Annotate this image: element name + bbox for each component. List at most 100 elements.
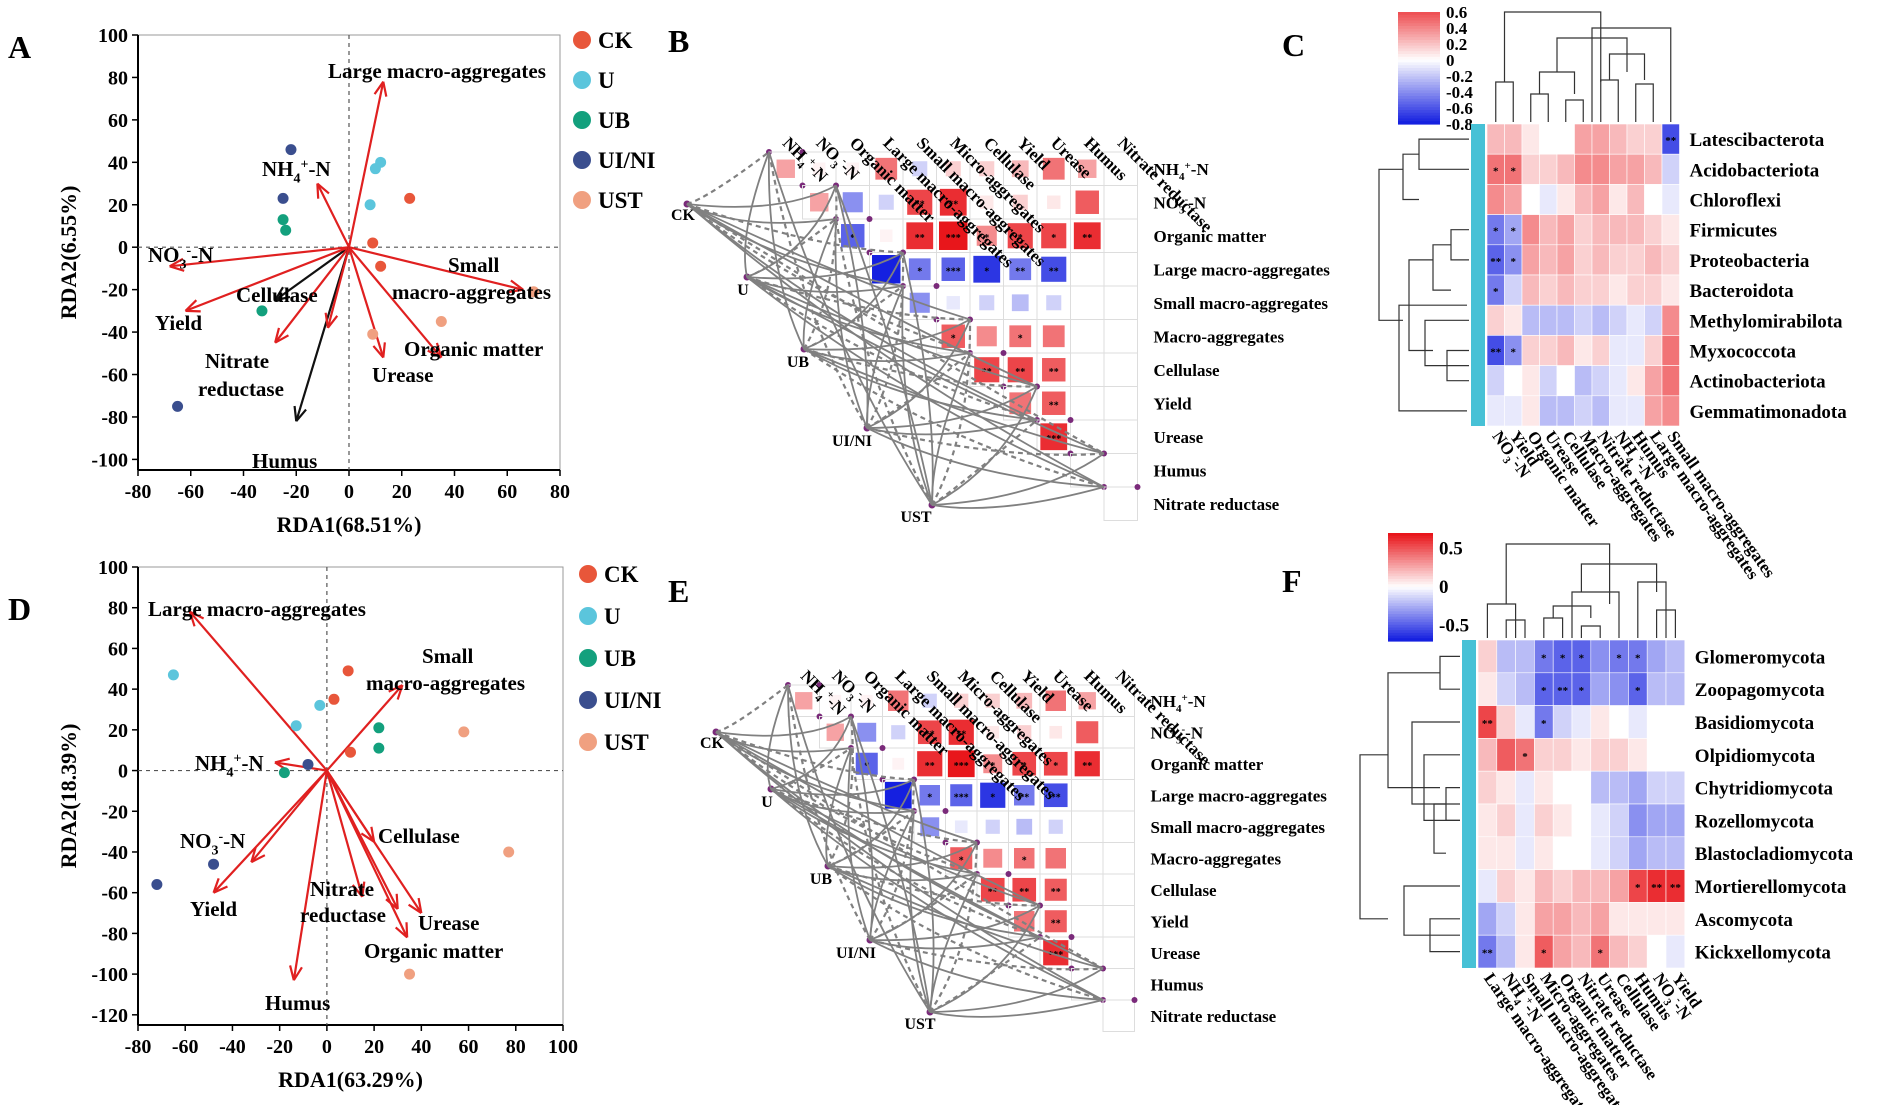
significance-mark: * xyxy=(1560,652,1566,664)
network-link xyxy=(850,716,931,1013)
network-link xyxy=(931,319,972,506)
arrowhead xyxy=(407,897,423,914)
row-label-glomeromycota: Glomeromycota xyxy=(1695,647,1826,668)
y-tick-label: 80 xyxy=(108,67,128,89)
grid-cell xyxy=(1103,352,1138,387)
colorbar-segment xyxy=(1388,630,1433,634)
panel-label-A: A xyxy=(8,29,31,65)
significance-mark: * xyxy=(1597,948,1603,960)
significance-mark: ** xyxy=(948,199,958,210)
vector-label-nitrate2: reductase xyxy=(300,903,386,927)
heatmap-cell xyxy=(1609,214,1628,246)
diag-node xyxy=(1005,871,1012,877)
point-ust xyxy=(503,846,515,858)
row-label: Humus xyxy=(1154,461,1207,480)
corr-square xyxy=(1042,358,1066,382)
network-link xyxy=(869,873,978,942)
arrowhead xyxy=(184,299,201,313)
colorbar-segment xyxy=(1388,562,1433,566)
heatmap-cell xyxy=(1646,639,1667,674)
heatmap-cell xyxy=(1646,902,1667,936)
colorbar-segment xyxy=(1398,73,1440,77)
legend-marker-ust xyxy=(579,733,597,751)
grid-cell xyxy=(1071,779,1104,812)
heatmap-cell xyxy=(1609,705,1629,739)
diag-node xyxy=(1131,997,1138,1003)
heatmap-cell xyxy=(1552,934,1573,969)
significance-mark: *** xyxy=(946,233,961,244)
corr-square xyxy=(979,295,995,311)
network-link xyxy=(866,352,971,429)
colorbar-segment xyxy=(1388,533,1433,537)
corr-square xyxy=(976,326,997,347)
y-axis-title: RDA2(18.39%) xyxy=(56,724,81,869)
significance-mark: * xyxy=(1579,685,1585,697)
column-dendrogram xyxy=(1635,83,1654,122)
network-link xyxy=(802,218,837,350)
heatmap-cell xyxy=(1552,770,1573,805)
heatmap-cell xyxy=(1504,274,1523,306)
grid-cell xyxy=(1103,419,1138,454)
column-dendrogram xyxy=(1580,625,1601,638)
corr-square xyxy=(922,693,937,708)
heatmap-cell xyxy=(1665,738,1686,772)
corr-square xyxy=(1017,725,1032,740)
network-link xyxy=(869,904,1041,942)
vector-unlabeled xyxy=(325,770,399,910)
heatmap-cell xyxy=(1626,123,1645,155)
significance-mark: * xyxy=(1018,333,1023,344)
vector-yield xyxy=(212,769,328,894)
grid-cell xyxy=(1103,386,1138,421)
colorbar-segment xyxy=(1388,638,1433,642)
row-label: NO3--N xyxy=(1151,723,1204,746)
corr-square xyxy=(1078,692,1096,710)
network-node-label: UB xyxy=(787,354,810,371)
corr-square xyxy=(939,221,968,250)
corr-square xyxy=(976,225,997,246)
colorbar-segment xyxy=(1398,56,1440,61)
grid-cell xyxy=(1103,185,1138,220)
heatmap-cell xyxy=(1496,803,1516,838)
network-link xyxy=(786,684,871,941)
y-axis-title: RDA2(6.55%) xyxy=(56,186,81,320)
heatmap-cell xyxy=(1646,738,1667,772)
network-link xyxy=(746,276,971,354)
network-link xyxy=(827,779,915,867)
heatmap-cell xyxy=(1628,705,1648,739)
colorbar-segment xyxy=(1388,619,1433,623)
row-label-methylomirabilota: Methylomirabilota xyxy=(1690,311,1844,332)
network-link xyxy=(803,185,838,350)
network-link xyxy=(715,731,978,876)
heatmap-cell xyxy=(1626,244,1645,276)
colorbar-segment xyxy=(1388,597,1433,602)
grid-cell xyxy=(1102,936,1135,969)
row-label-chytridiomycota: Chytridiomycota xyxy=(1695,779,1834,800)
corr-square xyxy=(892,757,905,770)
network-link xyxy=(869,938,1104,971)
significance-mark: ** xyxy=(915,199,925,210)
heatmap-cell xyxy=(1477,672,1498,706)
significance-mark: * xyxy=(1541,652,1547,664)
row-group-bar xyxy=(1471,124,1485,426)
heatmap-cell xyxy=(1661,304,1680,336)
significance-mark: * xyxy=(864,761,869,772)
network-link xyxy=(686,184,837,208)
significance-mark: * xyxy=(1493,286,1499,298)
heatmap-cell xyxy=(1552,869,1573,903)
heatmap-cell xyxy=(1539,123,1558,155)
colorbar-segment xyxy=(1398,54,1440,58)
heatmap-cell xyxy=(1571,770,1592,805)
heatmap-cell xyxy=(1665,803,1686,838)
network-link xyxy=(803,252,904,350)
x-axis-title: RDA1(63.29%) xyxy=(278,1067,423,1092)
row-label-myxococcota: Myxococcota xyxy=(1690,342,1797,363)
heatmap-cell xyxy=(1644,123,1663,155)
significance-mark: * xyxy=(1541,685,1547,697)
row-label-ascomycota: Ascomycota xyxy=(1695,910,1794,931)
colorbar-segment xyxy=(1398,84,1440,89)
significance-mark: ** xyxy=(1019,792,1029,803)
vector-urease xyxy=(325,769,423,914)
column-dendrogram xyxy=(1637,581,1667,638)
legend-marker-ust xyxy=(573,191,591,209)
